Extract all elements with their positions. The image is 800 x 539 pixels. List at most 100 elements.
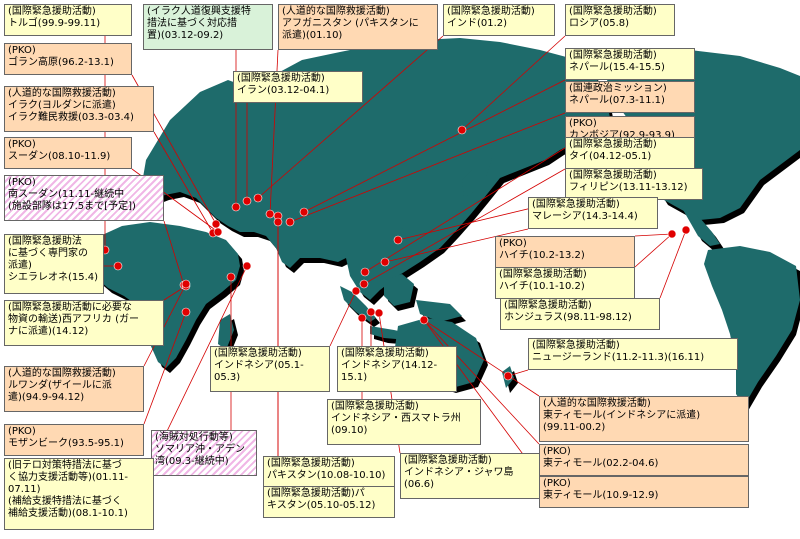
leader-line: [634, 233, 673, 237]
mission-category: (国際緊急援助活動): [499, 269, 587, 280]
mission-box-nepal_relief: (国際緊急援助活動) ネパール(15.4-15.5): [565, 48, 695, 80]
leader-line: [143, 283, 187, 367]
mission-detail: フィリピン(13.11-13.12): [569, 182, 688, 193]
mission-detail: 置)(03.12-09.2): [147, 30, 224, 41]
dispatch-site-marker: [181, 279, 191, 289]
leader-line: [659, 229, 687, 299]
mission-box-iran: (国際緊急援助活動) イラン(03.12-04.1): [233, 71, 363, 103]
dispatch-site-marker: [366, 307, 376, 317]
mission-detail: ロシア(05.8): [569, 18, 630, 29]
mission-category: (人道的な国際救援活動): [543, 398, 651, 409]
dispatch-site-marker: [213, 227, 223, 237]
mission-detail: (99.11-00.2): [543, 422, 606, 433]
mission-detail: 東ティモール(10.9-12.9): [543, 490, 659, 501]
dispatch-site-marker: [113, 261, 123, 271]
leader-line: [384, 228, 529, 263]
mission-category: (PKO): [8, 426, 36, 437]
mission-category: (国際緊急援助活動): [569, 170, 657, 181]
mission-box-russia: (国際緊急援助活動) ロシア(05.8): [565, 4, 675, 36]
mission-category: (PKO): [543, 478, 571, 489]
mission-box-iraq_recon: (イラク人道復興支援特 措法に基づく対応措 置)(03.12-09.2): [143, 4, 273, 50]
mission-detail: (09.10): [331, 425, 368, 436]
mission-category: (人道的な国際救援活動): [282, 6, 390, 17]
dispatch-site-marker: [667, 229, 677, 239]
mission-category: (国際緊急援助法: [8, 236, 82, 247]
mission-detail: 措法に基づく対応措: [147, 18, 237, 29]
mission-box-haiti_pko: (PKO) ハイチ(10.2-13.2): [495, 236, 635, 268]
leader-line: [163, 220, 185, 286]
mission-detail: 05.3): [214, 372, 241, 383]
mission-category: (国際緊急援助活動): [267, 458, 355, 469]
mission-detail: に基づく専門家の: [8, 248, 88, 259]
mission-detail: インドネシア・ジャワ島: [404, 467, 514, 478]
mission-box-indonesia_1412: (国際緊急援助活動) インドネシア(14.12- 15.1): [337, 346, 457, 392]
landmass: [462, 150, 492, 198]
mission-detail: ソマリア沖・アデン: [155, 444, 245, 455]
mission-box-somalia: (海賊対処行動等) ソマリア沖・アデン 湾(09.3-継続中): [151, 430, 257, 476]
mission-detail: イラク(ヨルダンに派遣): [8, 100, 116, 111]
mission-category: (国際緊急援助活動): [532, 199, 620, 210]
mission-box-sudan: (PKO) スーダン(08.10-11.9): [4, 137, 132, 169]
mission-category: (国際緊急援助活動): [341, 348, 429, 359]
mission-detail: ネパール(07.3-11.1): [569, 95, 665, 106]
mission-detail: パキスタン(10.08-10.10): [267, 470, 386, 481]
leader-line: [289, 112, 566, 223]
dispatch-site-marker: [457, 125, 467, 135]
mission-detail: ゴラン高原(96.2-13.1): [8, 57, 114, 68]
dispatch-site-marker: [242, 261, 252, 271]
mission-category: (国際緊急援助活動): [447, 6, 535, 17]
mission-box-nepal_unmin: (国連政治ミッション) ネパール(07.3-11.1): [565, 81, 695, 113]
mission-box-togo: (国際緊急援助活動) トルゴ(99.9-99.11): [4, 4, 132, 36]
dispatch-site-marker: [299, 207, 309, 217]
mission-category: (国際緊急援助活動): [569, 6, 657, 17]
leader-line: [303, 79, 566, 213]
mission-detail: 派遣): [8, 260, 32, 271]
landmass: [384, 274, 414, 306]
leader-line: [363, 168, 566, 285]
mission-category: (PKO): [8, 45, 36, 56]
mission-detail: 派遣)(01.10): [282, 30, 343, 41]
dispatch-site-marker: [211, 219, 221, 229]
leader-line: [423, 319, 540, 445]
mission-category: (海賊対処行動等): [155, 432, 233, 443]
mission-detail: ナに派遣)(14.12): [8, 326, 89, 337]
mission-detail: シエラレオネ(15.4): [8, 272, 99, 283]
mission-box-mozambique: (PKO) モザンビーク(93.5-95.1): [4, 424, 144, 456]
mission-category: (イラク人道復興支援特: [147, 6, 251, 17]
landmass: [140, 38, 610, 300]
leader-line: [153, 265, 248, 459]
mission-box-haiti_relief: (国際緊急援助活動) ハイチ(10.1-10.2): [495, 267, 635, 299]
mission-box-malaysia: (国際緊急援助活動) マレーシア(14.3-14.4): [528, 197, 658, 229]
landmass: [704, 246, 800, 406]
leader-line: [143, 311, 187, 425]
mission-category: (人道的な国際救援活動): [8, 88, 116, 99]
mission-category: (国際緊急援助活動): [504, 300, 592, 311]
mission-category: (国際緊急援助活動): [569, 139, 657, 150]
mission-detail: 15.1): [341, 372, 368, 383]
mission-detail: (06.6): [404, 479, 435, 490]
mission-category: (国際緊急援助活動): [569, 50, 657, 61]
dispatch-site-marker: [681, 225, 691, 235]
mission-detail: アフガニスタン (パキスタンに: [282, 18, 419, 29]
mission-category: (国際緊急援助活動): [404, 455, 492, 466]
dispatch-site-marker: [273, 217, 283, 227]
dispatch-site-marker: [231, 202, 241, 212]
mission-box-philippines: (国際緊急援助活動) フィリピン(13.11-13.12): [565, 168, 703, 200]
mission-category: (PKO): [8, 177, 36, 188]
leader-line: [257, 35, 444, 199]
mission-category: (国際緊急援助活動): [8, 6, 96, 17]
mission-detail: キスタン(05.10-05.12): [267, 500, 376, 511]
leader-line: [153, 131, 214, 234]
mission-box-rwanda: (人道的な国際救援活動) ルワンダ(ザイールに派 遣)(94.9-94.12): [4, 366, 144, 412]
dispatch-site-marker: [374, 308, 384, 318]
leader-line: [423, 319, 540, 397]
mission-detail: インドネシア・西スマトラ州: [331, 413, 461, 424]
mission-box-new_zealand: (国際緊急援助活動) ニュージーランド(11.2-11.3)(16.11): [528, 338, 738, 370]
landmass: [682, 208, 720, 246]
dispatch-site-marker: [253, 193, 263, 203]
mission-box-afghan: (人道的な国際救援活動) アフガニスタン (パキスタンに 派遣)(01.10): [278, 4, 438, 50]
mission-box-pakistan_1008: (国際緊急援助活動) パキスタン(10.08-10.10): [263, 456, 395, 488]
mission-detail: 南スーダン(11.11-継続中: [8, 189, 125, 200]
mission-detail: カンボジア(92.9-93.9): [569, 130, 675, 141]
mission-box-iraq_refugee: (人道的な国際救援活動) イラク(ヨルダンに派遣) イラク難民救援(03.3-03.…: [4, 86, 154, 132]
